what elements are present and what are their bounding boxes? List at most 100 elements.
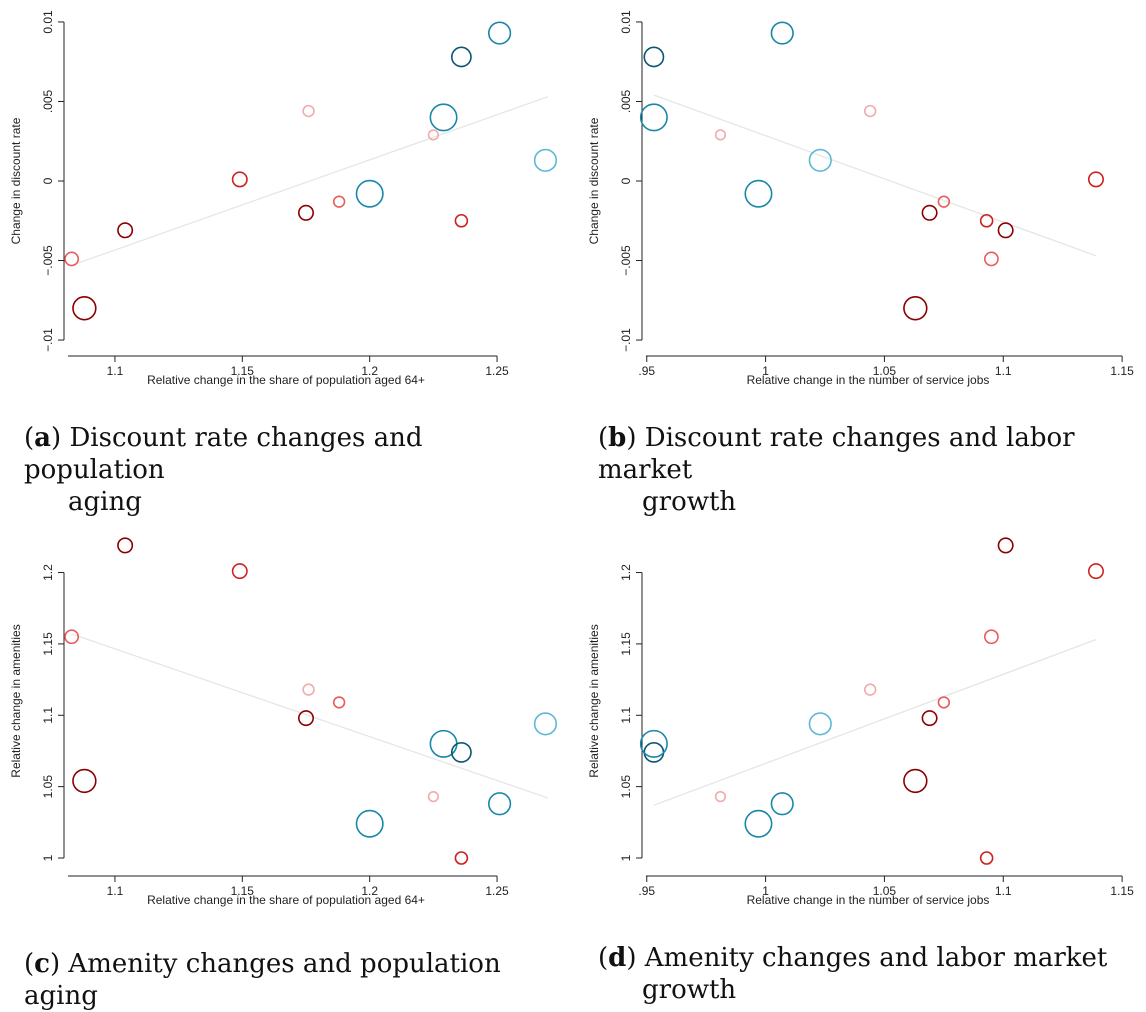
y-axis-title: Relative change in amenities [9, 624, 23, 777]
data-point [72, 296, 97, 321]
caption-c-tag: (c) [24, 949, 61, 979]
y-tick-label: 1.2 [619, 564, 633, 581]
data-point [231, 563, 248, 580]
y-tick-label: 0.01 [41, 10, 55, 34]
data-point [427, 129, 439, 141]
data-point [231, 171, 248, 188]
x-tick-label: 1 [762, 364, 769, 378]
x-tick-label: 1.15 [231, 364, 255, 378]
points-b [639, 21, 1104, 321]
data-point [863, 683, 877, 696]
x-tick-label: 1.05 [873, 364, 897, 378]
y-axis-title: Change in discount rate [9, 117, 23, 244]
fit-line [71, 96, 549, 266]
y-tick-label: 1.2 [41, 564, 55, 581]
data-point [533, 712, 558, 736]
axes-a: −.01 −.005 0 .005 0.01 1.1 1.15 1.2 1.25 Relative… [9, 10, 509, 387]
data-point [979, 213, 994, 228]
caption-d-line2: growth [642, 975, 737, 1005]
data-point [302, 683, 315, 696]
data-point [488, 792, 512, 816]
x-tick-label: 1.25 [485, 884, 509, 898]
data-point [355, 179, 384, 208]
x-tick-label: 1.1 [107, 364, 124, 378]
data-point [921, 710, 938, 727]
y-tick-label: 0.01 [619, 10, 633, 34]
panel-b: −.01 −.005 0 .005 0.01 .95 1 1.05 1.1 1.15 Relativ… [578, 0, 1146, 400]
y-tick-label: −.005 [41, 245, 55, 276]
y-tick-label: 1.05 [619, 775, 633, 799]
data-point [450, 46, 472, 68]
y-tick-label: −.01 [41, 328, 55, 352]
y-tick-label: 1 [619, 854, 633, 861]
caption-a: (a) Discount rate changes and population… [24, 422, 564, 518]
data-point [355, 809, 384, 838]
data-point [808, 712, 832, 736]
data-point [643, 46, 665, 68]
x-tick-label: .95 [638, 884, 655, 898]
x-tick-label: 1.25 [485, 364, 509, 378]
chart-a: −.01 −.005 0 .005 0.01 1.1 1.15 1.2 1.25 Relative… [9, 10, 558, 387]
caption-d-tag: (d) [598, 943, 637, 973]
data-point [429, 729, 458, 758]
x-tick-label: 1.1 [995, 884, 1012, 898]
x-axis-title: Relative change in the number of service… [747, 893, 990, 907]
data-point [639, 729, 668, 758]
y-tick-label: 1.05 [41, 775, 55, 799]
x-tick-label: 1 [762, 884, 769, 898]
x-tick-label: 1.2 [361, 884, 378, 898]
data-point [983, 251, 999, 267]
data-point [454, 213, 469, 228]
caption-b-line2: growth [642, 487, 737, 517]
data-point [808, 148, 832, 172]
data-point [302, 104, 315, 118]
x-tick-label: .95 [638, 364, 655, 378]
data-point [770, 21, 794, 45]
chart-c: 1 1.05 1.1 1.15 1.2 1.1 1.15 1.2 1.25 Relative ch… [9, 537, 558, 907]
data-point [714, 791, 727, 803]
data-point [770, 792, 794, 816]
axes-b: −.01 −.005 0 .005 0.01 .95 1 1.05 1.1 1.15 Relativ… [587, 10, 1134, 387]
data-point [863, 104, 877, 118]
y-tick-label: 1.15 [619, 632, 633, 656]
data-point [744, 809, 773, 838]
y-tick-label: 0 [41, 177, 55, 184]
data-point [997, 537, 1014, 554]
caption-b-line1: Discount rate changes and labor market [598, 423, 1075, 485]
chart-b: −.01 −.005 0 .005 0.01 .95 1 1.05 1.1 1.15 Relativ… [587, 10, 1134, 387]
caption-b: (b) Discount rate changes and labor mark… [598, 422, 1138, 518]
data-point [297, 710, 314, 727]
panel-a: −.01 −.005 0 .005 0.01 1.1 1.15 1.2 1.25 Relative… [0, 0, 560, 400]
data-point [72, 768, 97, 794]
y-tick-label: .005 [41, 89, 55, 113]
data-point [332, 195, 346, 208]
data-point [117, 222, 134, 239]
axes-c: 1 1.05 1.1 1.15 1.2 1.1 1.15 1.2 1.25 Relative ch… [9, 564, 509, 907]
y-tick-label: −.005 [619, 245, 633, 276]
data-point [427, 791, 439, 803]
data-point [937, 696, 951, 709]
data-point [744, 179, 773, 208]
panel-d: 1 1.05 1.1 1.15 1.2 .95 1 1.05 1.1 1.15 Relative c… [578, 520, 1146, 920]
points-a [64, 21, 558, 321]
data-point [1087, 171, 1104, 188]
data-point [1087, 563, 1104, 580]
data-point [533, 148, 558, 172]
x-tick-label: 1.15 [1110, 364, 1134, 378]
fit-line [653, 94, 1097, 257]
data-point [937, 195, 951, 208]
points-d [639, 537, 1104, 865]
caption-c-line1: Amenity changes and population aging [24, 949, 501, 1011]
y-tick-label: 0 [619, 177, 633, 184]
data-point [903, 296, 928, 321]
data-point [64, 251, 80, 267]
data-point [643, 741, 665, 763]
data-point [488, 21, 512, 45]
y-axis-title: Relative change in amenities [587, 624, 601, 777]
x-axis-title: Relative change in the share of populati… [147, 893, 425, 907]
caption-d-line1: Amenity changes and labor market [644, 943, 1108, 973]
y-tick-label: −.01 [619, 328, 633, 352]
x-tick-label: 1.15 [1110, 884, 1134, 898]
y-tick-label: .005 [619, 89, 633, 113]
chart-d: 1 1.05 1.1 1.15 1.2 .95 1 1.05 1.1 1.15 Relative c… [587, 537, 1134, 907]
